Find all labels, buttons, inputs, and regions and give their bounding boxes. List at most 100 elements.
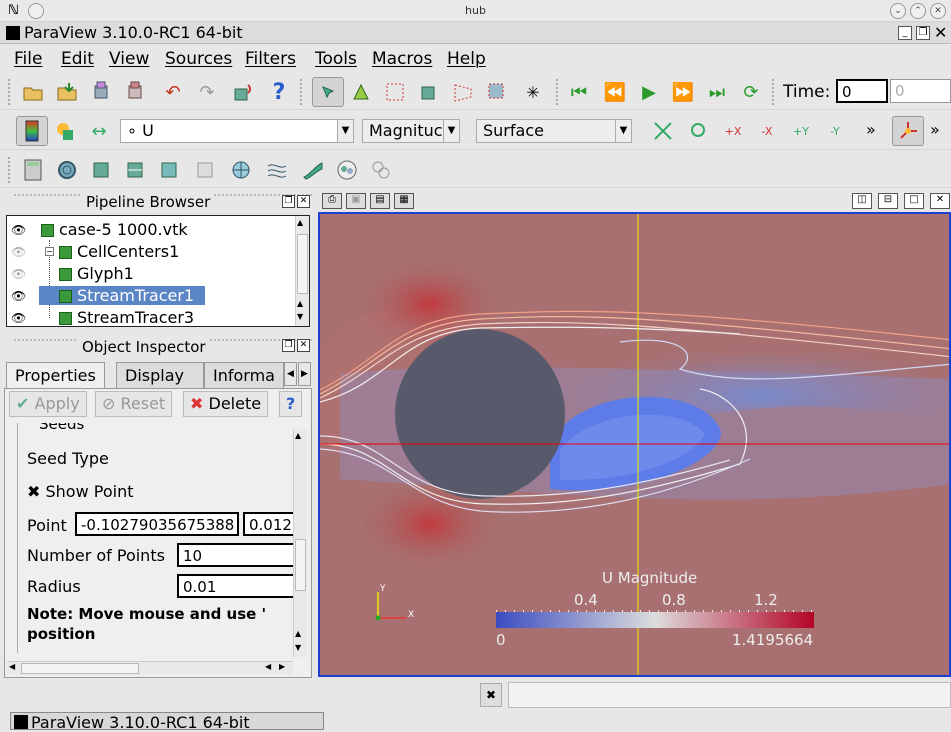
- select-block-icon[interactable]: [416, 79, 442, 105]
- camera-icon[interactable]: ▣: [346, 193, 366, 209]
- tree-item-glyph1[interactable]: 👁 Glyph1: [7, 263, 297, 285]
- component-select[interactable]: Magnituc ▼: [362, 119, 460, 143]
- rescale-custom-icon[interactable]: ↔: [91, 120, 107, 142]
- close-view-icon[interactable]: ✕: [930, 193, 950, 209]
- shade-icon[interactable]: [28, 3, 44, 19]
- tree-item-case5[interactable]: 👁 case-5 1000.vtk: [7, 219, 297, 241]
- scroll-down-icon-2[interactable]: ▼: [297, 312, 304, 321]
- toolbar-overflow[interactable]: »: [866, 120, 876, 139]
- frustum-select-icon[interactable]: [450, 79, 476, 105]
- help-button[interactable]: ?: [279, 391, 303, 417]
- slice-icon[interactable]: [122, 157, 148, 183]
- point-x-field[interactable]: -0.10279035675388: [75, 512, 239, 536]
- menu-file[interactable]: File: [14, 49, 43, 69]
- scroll-up-icon[interactable]: ▲: [295, 431, 302, 440]
- menu-edit[interactable]: Edit: [61, 49, 94, 69]
- minimize-icon[interactable]: ⌄: [890, 3, 906, 19]
- menu-view[interactable]: View: [109, 49, 150, 69]
- show-point-checkbox[interactable]: ✖ Show Point: [27, 482, 134, 501]
- maximize-view-icon[interactable]: □: [904, 193, 924, 209]
- color-map-editor-icon[interactable]: [16, 116, 48, 146]
- next-frame-icon[interactable]: ⏩: [671, 81, 695, 103]
- eye-hidden-icon[interactable]: 👁: [11, 267, 27, 281]
- view-minus-x-icon[interactable]: -X: [761, 124, 773, 138]
- select-points-on-icon[interactable]: [484, 79, 510, 105]
- pipeline-close-button[interactable]: ✕: [297, 195, 310, 208]
- eye-icon[interactable]: 👁: [11, 223, 27, 237]
- delete-button[interactable]: ✖ Delete: [183, 391, 269, 417]
- properties-hscrollbar[interactable]: ◀ ◀ ▶: [7, 661, 293, 675]
- clear-selection-icon[interactable]: ✳: [526, 82, 540, 102]
- properties-vscrollbar[interactable]: ▲ ▲ ▼: [293, 429, 307, 657]
- scroll-up-icon-2[interactable]: ▲: [295, 629, 302, 638]
- lookmark-icon[interactable]: ▦: [394, 193, 414, 209]
- window-menu-icon[interactable]: ℕ: [8, 3, 19, 18]
- menu-tools[interactable]: Tools: [315, 49, 357, 69]
- tab-information[interactable]: Informa: [204, 362, 284, 388]
- open-icon[interactable]: [20, 79, 46, 105]
- tab-scroll-left-icon[interactable]: ◀: [284, 362, 297, 386]
- clip-icon[interactable]: [88, 157, 114, 183]
- scroll-right-icon[interactable]: ▶: [279, 662, 286, 671]
- inspector-close-button[interactable]: ✕: [297, 339, 310, 352]
- reset-button[interactable]: ⊘ Reset: [95, 391, 173, 417]
- contour-icon[interactable]: [54, 157, 80, 183]
- render-canvas[interactable]: [320, 214, 951, 677]
- maximize-icon[interactable]: ⌃: [910, 3, 926, 19]
- scroll-down-icon[interactable]: ▲: [297, 299, 304, 308]
- collapse-icon[interactable]: −: [45, 247, 54, 256]
- zoom-to-data-icon[interactable]: [686, 118, 712, 144]
- time-index-spinbox[interactable]: 0: [890, 79, 951, 103]
- hscroll-thumb[interactable]: [21, 663, 139, 674]
- capture-screenshot-icon[interactable]: ⎙: [322, 193, 342, 209]
- extract-level-icon[interactable]: [368, 157, 394, 183]
- loop-icon[interactable]: ⟳: [743, 81, 759, 103]
- scroll-left-icon[interactable]: ◀: [9, 662, 16, 671]
- menu-macros[interactable]: Macros: [372, 49, 433, 69]
- disconnect-icon[interactable]: [122, 79, 148, 105]
- select-points-icon[interactable]: [382, 79, 408, 105]
- close-icon[interactable]: ✕: [930, 3, 946, 19]
- select-cells-icon[interactable]: [348, 79, 374, 105]
- number-of-points-field[interactable]: 10: [177, 543, 293, 567]
- threshold-icon[interactable]: [156, 157, 182, 183]
- help-icon[interactable]: ?: [272, 79, 286, 105]
- tree-item-streamtracer3[interactable]: 👁 StreamTracer3: [7, 307, 297, 329]
- representation-select[interactable]: Surface ▼: [476, 119, 632, 143]
- taskbar-item[interactable]: ParaView 3.10.0-RC1 64-bit: [10, 712, 324, 732]
- app-close-button[interactable]: ✕: [934, 23, 948, 42]
- scroll-left-icon-2[interactable]: ◀: [265, 662, 272, 671]
- app-minimize-button[interactable]: _: [898, 26, 912, 40]
- eye-icon[interactable]: 👁: [11, 311, 27, 325]
- tab-display[interactable]: Display: [116, 362, 204, 388]
- extract-subset-icon[interactable]: [192, 157, 218, 183]
- point-y-field[interactable]: 0.012: [243, 512, 293, 536]
- view-plus-y-icon[interactable]: +Y: [793, 124, 809, 138]
- stream-tracer-icon[interactable]: [264, 157, 290, 183]
- tab-properties[interactable]: Properties: [6, 362, 105, 389]
- radius-field[interactable]: 0.01: [177, 574, 293, 598]
- pipeline-float-button[interactable]: ❐: [282, 195, 295, 208]
- pipeline-scrollbar[interactable]: ▲ ▲ ▼: [295, 216, 309, 326]
- scroll-down-icon[interactable]: ▼: [295, 643, 302, 652]
- glyph-icon[interactable]: [228, 157, 254, 183]
- render-view[interactable]: U Magnitude 0.4 0.8 1.2 0 1.4195664 Y X: [318, 212, 951, 677]
- last-frame-icon[interactable]: ⏭: [708, 81, 726, 103]
- menu-filters[interactable]: Filters: [245, 49, 296, 69]
- view-minus-y-icon[interactable]: -Y: [830, 124, 840, 138]
- color-by-select[interactable]: ∘ U ▼: [120, 119, 354, 143]
- toolbar-overflow-2[interactable]: »: [930, 120, 940, 139]
- previous-frame-icon[interactable]: ⏪: [603, 81, 627, 103]
- inspector-float-button[interactable]: ❐: [282, 339, 295, 352]
- center-axes-icon[interactable]: [892, 116, 924, 146]
- first-frame-icon[interactable]: ⏮: [570, 81, 588, 103]
- camera-undo-icon[interactable]: [230, 79, 256, 105]
- menu-help[interactable]: Help: [447, 49, 486, 69]
- app-restore-button[interactable]: ❐: [916, 26, 930, 40]
- warp-icon[interactable]: [300, 157, 326, 183]
- scroll-up-icon[interactable]: ▲: [297, 218, 304, 227]
- eye-hidden-icon[interactable]: 👁: [11, 245, 27, 259]
- bottom-close-button[interactable]: ✖: [480, 683, 502, 707]
- apply-button[interactable]: ✔ Apply: [9, 391, 87, 417]
- redo-icon[interactable]: ↷: [199, 81, 215, 103]
